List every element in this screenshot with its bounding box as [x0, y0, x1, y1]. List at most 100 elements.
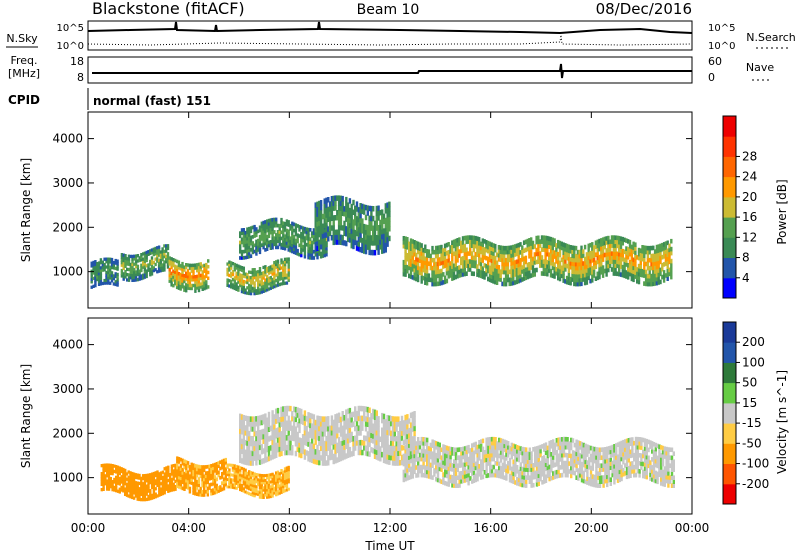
echo-cell	[177, 457, 181, 461]
echo-cell	[273, 474, 276, 478]
echo-cell	[97, 280, 101, 284]
echo-cell	[542, 271, 545, 276]
echo-cell	[271, 283, 274, 287]
echo-cell	[653, 269, 657, 274]
echo-cell	[262, 271, 265, 275]
echo-cell	[359, 222, 362, 228]
echo-cell	[283, 469, 287, 473]
echo-cell	[167, 478, 170, 483]
echo-cell	[319, 421, 323, 427]
echo-cell	[503, 261, 506, 267]
echo-cell	[343, 211, 346, 217]
echo-cell	[271, 419, 274, 426]
echo-cell	[105, 281, 108, 285]
echo-cell	[131, 262, 134, 267]
echo-cell	[294, 245, 298, 249]
echo-cell	[453, 451, 456, 456]
echo-cell	[662, 250, 666, 255]
echo-cell	[291, 445, 294, 451]
echo-cell	[400, 435, 404, 441]
echo-cell	[300, 231, 303, 236]
echo-cell	[377, 450, 380, 456]
echo-cell	[438, 454, 441, 460]
echo-cell	[287, 405, 290, 412]
freq-tick-bottom: 8	[77, 71, 84, 84]
echo-cell	[501, 257, 504, 263]
echo-cell	[530, 241, 533, 246]
echo-cell	[141, 487, 145, 491]
echo-cell	[244, 478, 247, 482]
echo-cell	[447, 462, 450, 467]
echo-cell	[318, 215, 321, 221]
echo-cell	[282, 477, 285, 481]
echo-cell	[199, 486, 202, 491]
echo-cell	[230, 463, 233, 467]
echo-cell	[411, 275, 414, 280]
echo-cell	[614, 243, 617, 248]
echo-cell	[411, 470, 414, 475]
echo-cell	[668, 259, 671, 265]
echo-cell	[498, 469, 501, 475]
echo-cell	[283, 415, 287, 422]
echo-cell	[458, 273, 461, 278]
echo-cell	[551, 253, 554, 259]
echo-cell	[343, 444, 346, 450]
echo-cell	[492, 436, 495, 442]
echo-cell	[384, 237, 387, 243]
echo-cell	[440, 244, 443, 250]
echo-cell	[136, 264, 140, 268]
echo-cell	[395, 460, 398, 466]
echo-cell	[408, 245, 411, 251]
echo-cell	[501, 442, 504, 448]
echo-cell	[427, 458, 431, 463]
echo-cell	[246, 476, 249, 480]
echo-cell	[175, 271, 179, 275]
echo-cell	[276, 264, 280, 269]
echo-cell	[157, 245, 161, 249]
echo-cell	[147, 268, 150, 272]
echo-cell	[147, 478, 150, 483]
echo-cell	[413, 252, 416, 257]
echo-cell	[285, 281, 289, 285]
echo-cell	[129, 476, 132, 480]
echo-cell	[646, 277, 650, 283]
echo-cell	[621, 272, 624, 278]
echo-cell	[165, 469, 168, 473]
echo-cell	[314, 458, 317, 465]
echo-cell	[451, 248, 454, 253]
echo-cell	[267, 490, 271, 494]
echo-cell	[106, 487, 109, 491]
echo-cell	[424, 473, 427, 478]
echo-cell	[451, 260, 454, 265]
echo-cell	[122, 274, 125, 279]
echo-cell	[260, 414, 263, 421]
echo-cell	[415, 272, 418, 278]
echo-cell	[255, 460, 258, 466]
echo-cell	[230, 285, 233, 289]
echo-cell	[420, 263, 423, 268]
echo-cell	[292, 421, 296, 427]
echo-cell	[262, 245, 265, 250]
echo-cell	[363, 238, 366, 244]
echo-cell	[201, 483, 204, 488]
echo-cell	[582, 261, 585, 266]
echo-cell	[548, 260, 551, 265]
echo-cell	[330, 449, 334, 455]
echo-cell	[372, 215, 375, 222]
echo-cell	[174, 264, 177, 269]
echo-cell	[418, 464, 422, 470]
echo-cell	[614, 271, 617, 276]
echo-cell	[549, 272, 553, 278]
echo-cell	[239, 466, 242, 470]
echo-cell	[628, 267, 632, 273]
echo-cell	[120, 477, 123, 482]
echo-cell	[463, 263, 466, 269]
echo-cell	[614, 267, 617, 272]
echo-cell	[472, 466, 476, 471]
echo-cell	[425, 257, 429, 262]
echo-cell	[116, 264, 119, 269]
echo-cell	[134, 273, 138, 277]
echo-cell	[260, 419, 263, 426]
echo-cell	[346, 207, 350, 213]
echo-cell	[321, 248, 325, 252]
